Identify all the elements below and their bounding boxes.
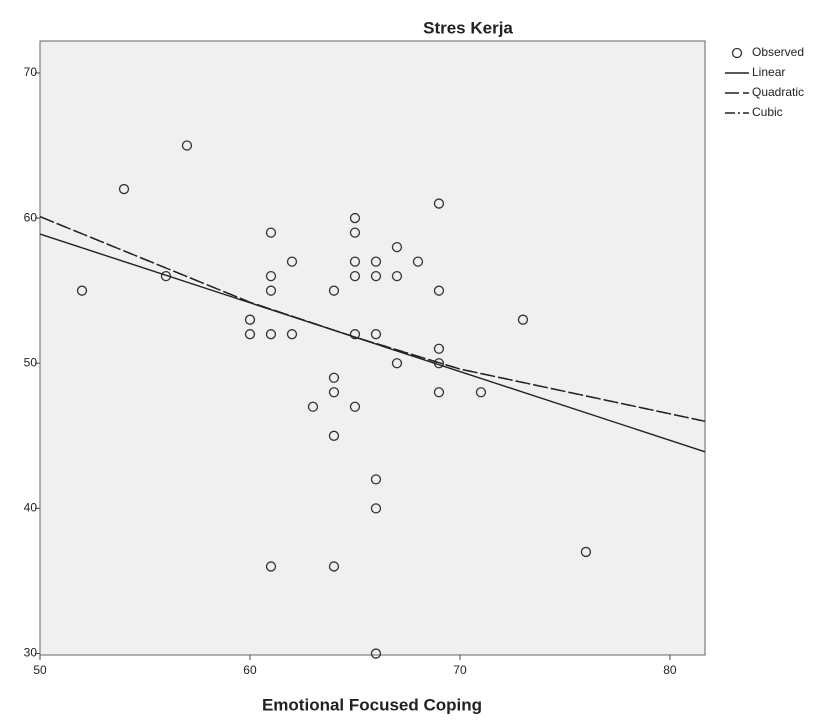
x-axis-label: Emotional Focused Coping	[262, 695, 482, 714]
x-tick-label: 80	[663, 663, 677, 677]
x-tick-label: 70	[453, 663, 467, 677]
legend-label: Linear	[752, 65, 785, 79]
y-tick-label: 60	[24, 210, 38, 224]
x-tick-label: 60	[243, 663, 257, 677]
legend-label: Quadratic	[752, 85, 804, 99]
legend-label: Cubic	[752, 105, 783, 119]
y-tick-label: 40	[24, 501, 38, 515]
y-tick-label: 50	[24, 355, 38, 369]
y-tick-label: 70	[24, 65, 38, 79]
x-tick-label: 50	[33, 663, 47, 677]
y-tick-label: 30	[24, 646, 38, 660]
legend-marker	[733, 49, 742, 58]
plot-area	[40, 41, 705, 655]
chart: Stres Kerja Emotional Focused Coping 50 6…	[0, 0, 830, 720]
chart-title: Stres Kerja	[423, 18, 513, 37]
legend-label: Observed	[752, 45, 804, 59]
